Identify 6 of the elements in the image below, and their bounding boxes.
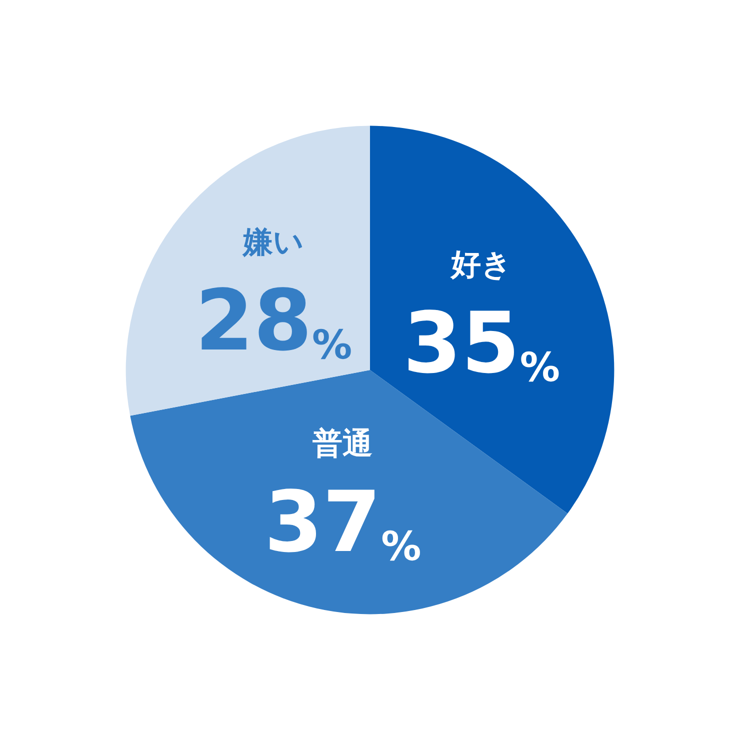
- slice-label: 好き: [450, 248, 512, 283]
- data-label: 37%: [264, 473, 422, 572]
- data-label: 35%: [402, 294, 560, 392]
- slice-label: 普通: [312, 426, 373, 462]
- slice-label: 嫌い: [242, 224, 304, 260]
- data-label: 28%: [195, 271, 352, 370]
